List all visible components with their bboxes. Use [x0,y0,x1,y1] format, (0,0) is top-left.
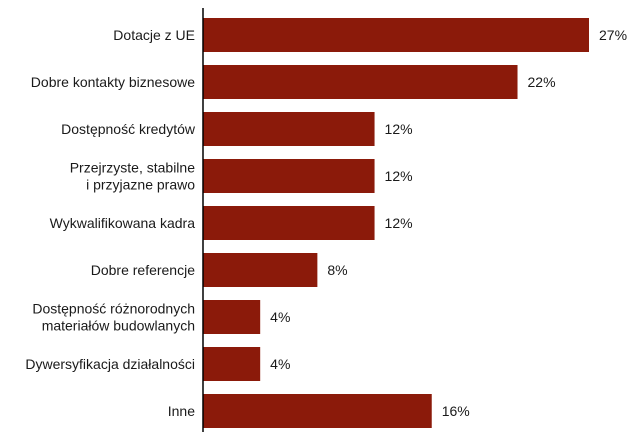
category-label: Wykwalifikowana kadra [50,215,196,231]
value-label: 16% [442,403,470,419]
bar [203,347,261,381]
value-label: 12% [385,121,413,137]
value-label: 27% [599,27,627,43]
bar [203,206,375,240]
value-label: 4% [270,356,290,372]
category-label: Dobre kontakty biznesowe [31,74,195,90]
bar [203,253,318,287]
value-label: 22% [528,74,556,90]
category-label: Dywersyfikacja działalności [25,356,195,372]
bar [203,300,261,334]
bar [203,159,375,193]
bar [203,18,589,52]
value-label: 12% [385,168,413,184]
bar [203,112,375,146]
category-label: Dostępność kredytów [61,121,196,137]
bar [203,394,432,428]
category-label: Dobre referencje [91,262,195,278]
category-label: Dotacje z UE [113,27,195,43]
category-label: Dostępność różnorodnych materiałów budowl… [32,301,195,334]
value-label: 12% [385,215,413,231]
value-label: 4% [270,309,290,325]
category-label: Inne [168,403,195,419]
value-label: 8% [327,262,347,278]
category-label: Przejrzyste, stabilne i przyjazne prawo [70,160,195,193]
bar [203,65,518,99]
